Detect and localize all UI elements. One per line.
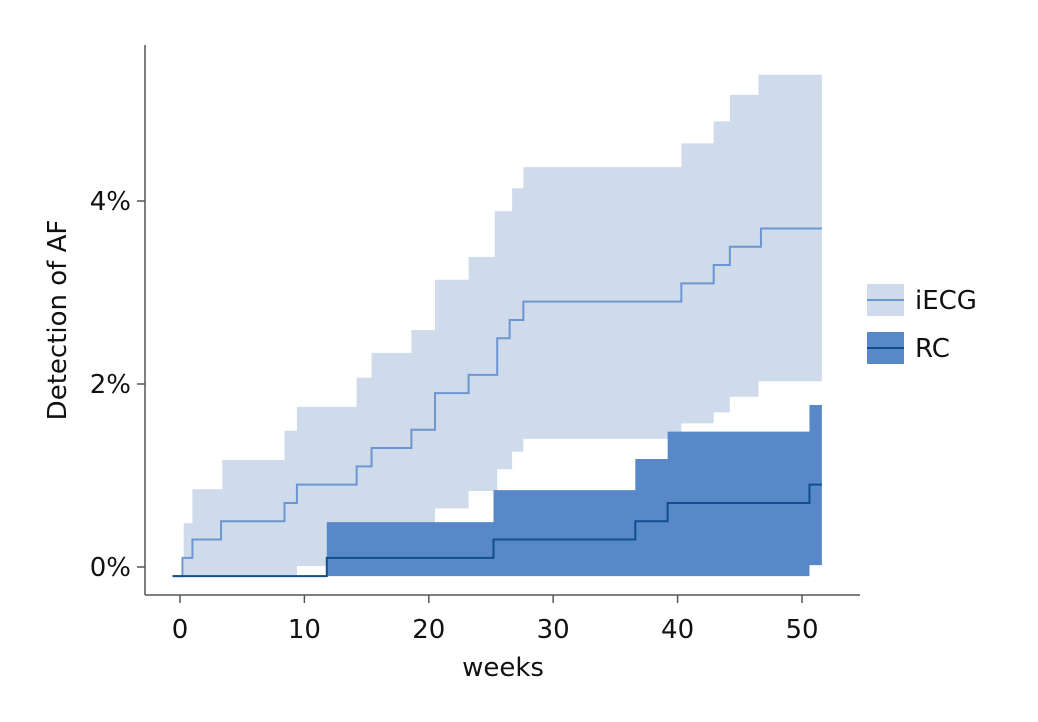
y-tick-label: 4%: [90, 187, 131, 217]
x-axis-label: weeks: [462, 653, 544, 683]
legend: iECG RC: [867, 284, 977, 364]
rc-legend-label: RC: [915, 334, 950, 364]
y-tick-label: 2%: [90, 370, 131, 400]
x-tick-label: 10: [288, 615, 321, 645]
rc-confidence-band: [326, 405, 822, 577]
y-ticks: 0% 2% 4%: [90, 187, 145, 583]
iecg-estimate-line: [172, 227, 822, 578]
x-tick-label: 20: [412, 615, 445, 645]
x-tick-label: 50: [785, 615, 818, 645]
x-ticks: 0 10 20 30 40 50: [172, 595, 819, 645]
x-tick-label: 30: [537, 615, 570, 645]
x-tick-label: 0: [172, 615, 189, 645]
iecg-confidence-band: [183, 74, 822, 577]
y-axis-label: Detection of AF: [43, 220, 73, 421]
rc-estimate-line: [172, 483, 822, 578]
confidence-bands: [183, 74, 822, 577]
x-tick-label: 40: [661, 615, 694, 645]
estimate-lines: [172, 227, 822, 578]
iecg-legend-label: iECG: [915, 286, 977, 316]
y-tick-label: 0%: [90, 553, 131, 583]
